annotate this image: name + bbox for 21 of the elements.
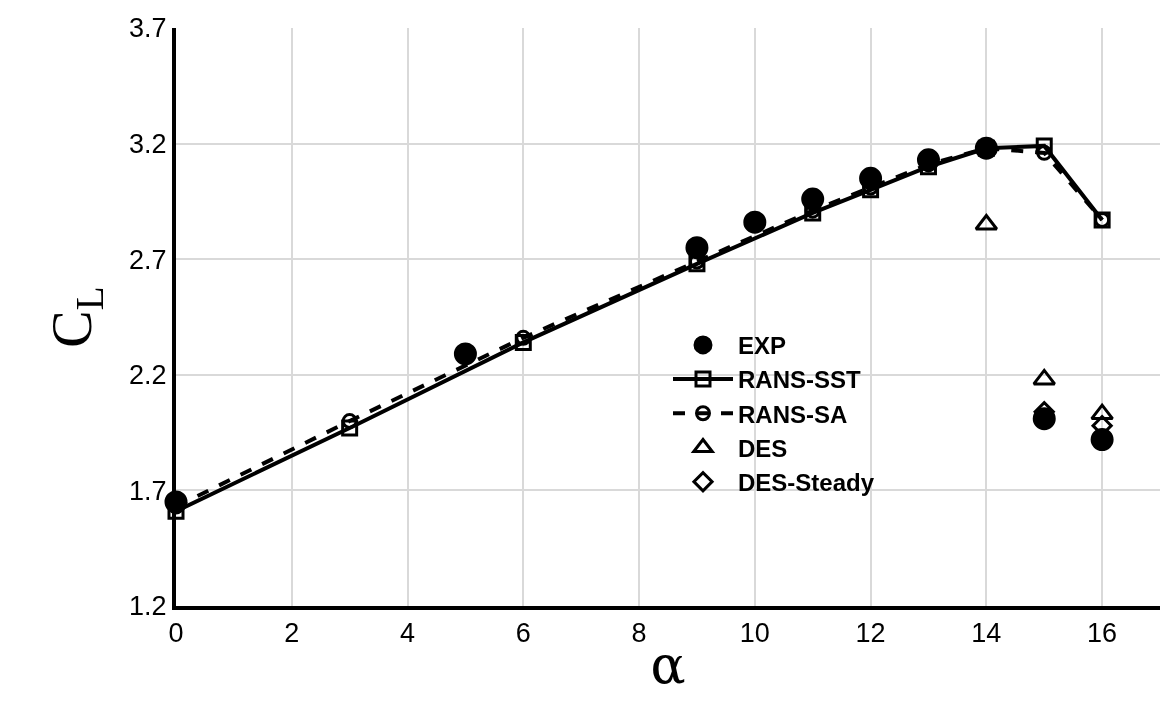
x-tick-label: 4 <box>400 618 416 649</box>
legend-label: RANS-SST <box>738 366 862 394</box>
x-tick-label: 6 <box>515 618 531 649</box>
x-tick-label: 8 <box>631 618 647 649</box>
legend-label: RANS-SA <box>738 400 848 428</box>
y-tick-label: 2.7 <box>129 244 167 275</box>
x-tick-label: 10 <box>739 618 770 649</box>
y-tick-label: 3.2 <box>129 129 167 160</box>
x-tick-label: 0 <box>168 618 184 649</box>
x-tick-label: 14 <box>971 618 1002 649</box>
legend-label: DES-Steady <box>738 469 875 497</box>
x-tick-label: 2 <box>284 618 300 649</box>
legend-label: EXP <box>738 332 787 360</box>
y-tick-label: 1.7 <box>129 475 167 506</box>
x-tick-label: 12 <box>855 618 886 649</box>
y-tick-label: 2.2 <box>129 360 167 391</box>
y-tick-label: 3.7 <box>129 13 167 44</box>
x-tick-label: 16 <box>1087 618 1118 649</box>
y-tick-label: 1.2 <box>129 591 167 622</box>
legend-label: DES <box>738 434 788 462</box>
x-axis-title: α <box>650 634 686 695</box>
